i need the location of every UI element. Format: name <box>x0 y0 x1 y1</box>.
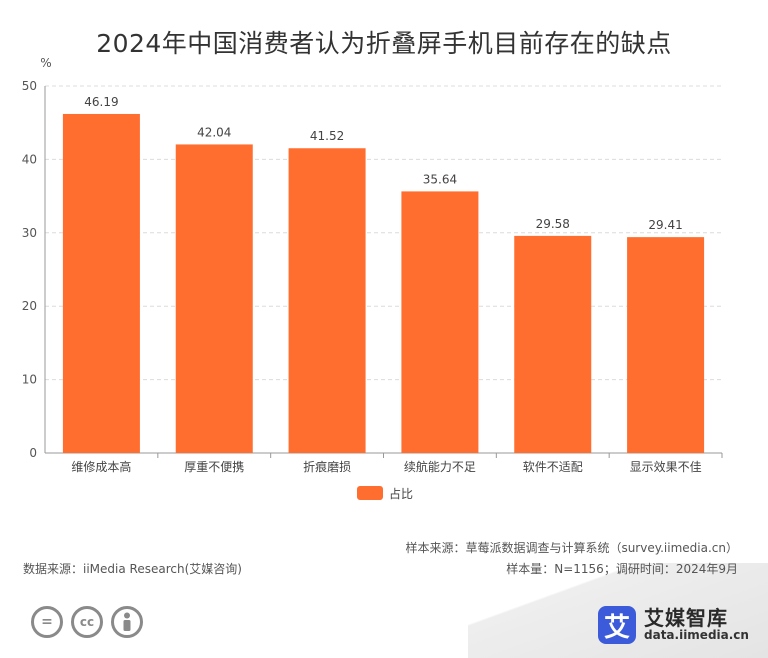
bar <box>514 235 592 453</box>
sample-source: 样本来源：草莓派数据调查与计算系统（survey.iimedia.cn） <box>405 541 738 555</box>
equals-icon: = <box>31 606 63 638</box>
y-tick-label: 50 <box>22 79 37 93</box>
brand-url: data.iimedia.cn <box>644 628 749 643</box>
sample-info: 样本量：N=1156；调研时间：2024年9月 <box>506 562 738 576</box>
y-tick-label: 10 <box>22 373 37 387</box>
y-tick-label: 40 <box>22 152 37 166</box>
x-tick-label: 维修成本高 <box>71 459 131 474</box>
bar <box>62 113 140 454</box>
bar <box>627 237 705 453</box>
bar <box>175 144 253 454</box>
legend-label: 占比 <box>389 486 414 501</box>
bar-value-label: 29.58 <box>536 217 570 231</box>
bar <box>288 148 366 453</box>
bar-value-label: 46.19 <box>84 95 118 109</box>
legend: 占比 <box>357 485 413 501</box>
y-tick-label: 0 <box>29 446 37 460</box>
y-axis-unit: % <box>40 56 51 70</box>
x-tick-label: 续航能力不足 <box>404 459 476 474</box>
bar-value-label: 29.41 <box>648 218 682 232</box>
x-tick-label: 厚重不便携 <box>184 459 244 474</box>
license-icons: = cc <box>31 606 143 638</box>
data-source: 数据来源：iiMedia Research(艾媒咨询) <box>23 562 242 576</box>
cc-icon: cc <box>71 606 103 638</box>
bar-value-label: 42.04 <box>197 125 231 139</box>
brand-logo: 艾 艾媒智库 data.iimedia.cn <box>598 606 749 644</box>
logo-mark-icon: 艾 <box>598 606 636 644</box>
bar-chart: % 0 10 20 30 40 50 46.19 维修成本高 42.04 厚重不便携 41.52 折痕磨… <box>22 56 723 474</box>
y-tick-label: 20 <box>22 299 37 313</box>
x-tick-label: 软件不适配 <box>523 460 583 474</box>
x-tick-label: 显示效果不佳 <box>630 459 702 474</box>
bar-value-label: 41.52 <box>310 129 344 143</box>
bar-value-label: 35.64 <box>423 172 457 186</box>
legend-swatch <box>357 486 383 500</box>
brand-name: 艾媒智库 <box>644 606 728 631</box>
bar <box>401 191 479 453</box>
chart-title: 2024年中国消费者认为折叠屏手机目前存在的缺点 <box>96 29 672 58</box>
y-tick-label: 30 <box>22 226 37 240</box>
x-tick-label: 折痕磨损 <box>303 459 351 474</box>
person-icon <box>111 606 143 638</box>
